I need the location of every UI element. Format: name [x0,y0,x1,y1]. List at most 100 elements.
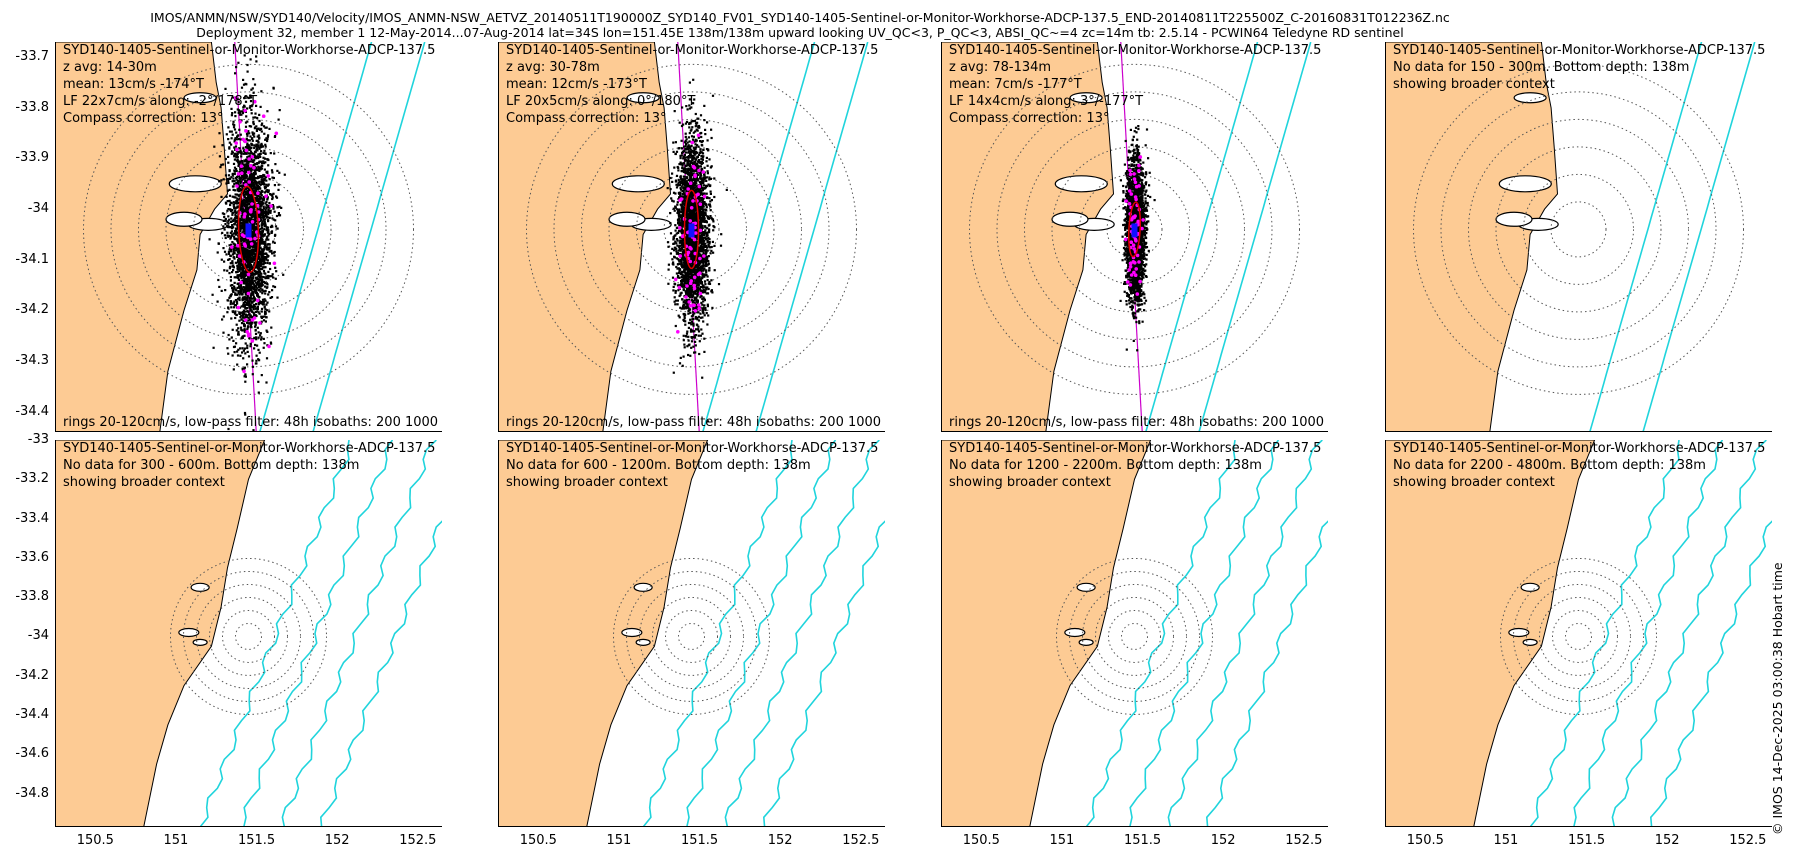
x-tick-label: 151 [1493,833,1519,848]
estuary-mark [626,92,660,104]
y-tick-label: -33.8 [15,589,49,605]
map-svg-top-4 [1385,42,1772,432]
isobath-line [312,42,426,432]
speed-ring [1500,557,1657,715]
x-tick-label: 151.5 [680,833,719,848]
land-area [498,440,709,827]
speed-ring [1121,622,1148,650]
y-tick-label: -34.4 [15,707,49,723]
x-tick-label: 150.5 [1406,833,1444,848]
speed-ring [110,91,387,368]
map-svg-top-1 [55,42,442,432]
isobath-line [724,440,880,827]
x-tick-label: 151.5 [1567,833,1606,848]
y-tick-label: -33.7 [15,49,49,65]
panel-footer: rings 20-120cm/s, low-pass filter: 48h i… [63,415,442,430]
speed-ring [1539,596,1618,676]
estuary-mark [1522,638,1538,646]
speed-ring [678,622,705,650]
speed-ring [1526,583,1631,689]
y-tick-label: -34.8 [15,785,49,801]
daily-points [230,96,279,374]
land-area [941,440,1152,827]
speed-ring [1513,570,1644,702]
estuary-mark [1076,582,1096,592]
speed-ring [969,63,1300,395]
estuary-mark [621,627,643,638]
map-panel-top-2: SYD140-1405-Sentinel-or-Monitor-Workhors… [498,42,885,432]
speed-ring [1413,63,1744,395]
y-tick-label: -34 [27,628,49,644]
speed-ring [1056,557,1213,715]
speed-ring [1024,118,1245,340]
land-area [55,440,266,827]
speed-ring [235,622,262,650]
isobath-line [1573,440,1724,827]
estuary-mark [608,211,646,227]
x-tick-label: 150.5 [76,833,114,848]
isobath-line [1205,520,1328,827]
estuary-mark [178,627,200,638]
speed-ring [209,596,288,676]
speed-ring [626,570,757,702]
mean-velocity-marker [245,223,252,238]
speed-ring [553,91,830,368]
x-tick-label: 152 [767,833,793,848]
y-tick-label: -34.2 [15,667,49,683]
x-tick-label: 152.5 [399,833,437,848]
y-tick-label: -34.2 [15,302,49,318]
isobath-line [1642,42,1756,432]
estuary-mark [1064,627,1086,638]
map-svg-top-3 [941,42,1328,432]
speed-ring [1069,570,1200,702]
speed-ring [1082,583,1187,689]
estuary-mark [1513,92,1547,104]
isobath-line [1611,440,1767,827]
speed-ring [1495,146,1662,313]
isobath-line [1529,440,1680,827]
speed-ring [996,91,1273,368]
isobath-line [281,440,437,827]
x-tick-label: 151 [1049,833,1075,848]
speed-ring [639,583,744,689]
speed-ring [1550,201,1607,258]
speed-ring [196,583,301,689]
estuary-mark [633,582,653,592]
x-tick-label: 152.5 [1729,833,1767,848]
estuary-mark [192,638,208,646]
estuary-mark [635,638,651,646]
x-tick-label: 150.5 [519,833,557,848]
y-tick-label: -34.1 [15,251,49,267]
speed-ring [652,596,731,676]
speed-ring [83,63,414,395]
x-tick-label: 151.5 [1123,833,1162,848]
speed-ring [526,63,857,395]
speed-ring [613,557,770,715]
low-pass-ellipse [237,185,260,274]
estuary-mark [168,175,222,193]
isobath-line [1649,520,1772,827]
map-panel-bottom-4: SYD140-1405-Sentinel-or-Monitor-Workhors… [1385,440,1772,827]
speed-ring [1051,146,1218,313]
speed-ring [1565,622,1592,650]
estuary-mark [165,211,203,227]
estuary-mark [1498,175,1552,193]
figure-title-deployment: Deployment 32, member 1 12-May-2014...07… [196,25,1404,40]
y-tick-label: -33.8 [15,99,49,115]
credit-label: © IMOS 14-Dec-2025 03:00:38 Hobart time [1770,562,1785,835]
estuary-mark [1069,92,1103,104]
map-panel-top-4: SYD140-1405-Sentinel-or-Monitor-Workhors… [1385,42,1772,432]
speed-ring [1552,609,1605,663]
isobath-line [259,42,373,432]
speed-ring [663,201,720,258]
speed-ring [1106,201,1163,258]
speed-ring [222,609,275,663]
isobath-line [199,440,350,827]
x-tick-label: 152.5 [1285,833,1323,848]
map-panel-bottom-2: SYD140-1405-Sentinel-or-Monitor-Workhors… [498,440,885,827]
x-tick-label: 151 [163,833,189,848]
y-tick-label: -34.3 [15,353,49,369]
estuary-mark [1078,638,1094,646]
isobath-line [1085,440,1236,827]
estuary-mark [183,92,217,104]
